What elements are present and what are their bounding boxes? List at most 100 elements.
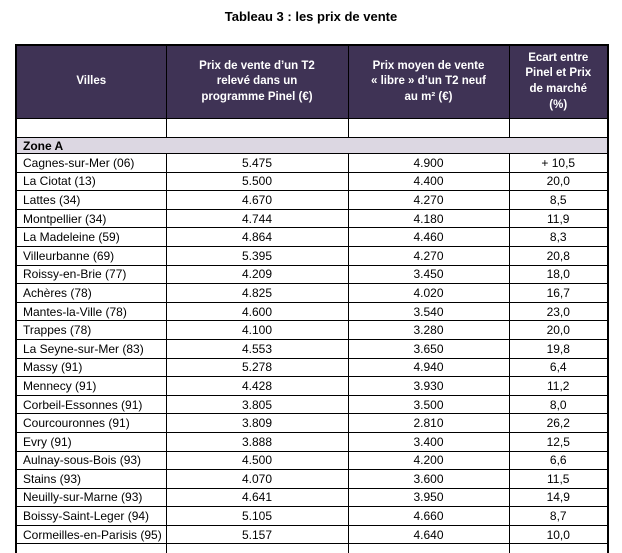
city-cell: Cormeilles-en-Parisis (95) xyxy=(15,524,167,545)
city-cell: Massy (91) xyxy=(15,357,167,378)
pinel-price-cell: 4.428 xyxy=(165,376,349,396)
header-row: Villes Prix de vente d’un T2 relevé dans… xyxy=(15,44,609,119)
gap-cell: + 10,5 xyxy=(508,153,609,173)
gap-cell: 8,7 xyxy=(508,506,609,526)
pinel-price-cell: 4.600 xyxy=(165,301,349,322)
market-price-cell: 4.270 xyxy=(347,245,510,266)
table-row: Cormeilles-en-Parisis (95) 5.157 4.640 10,0 xyxy=(15,524,609,545)
table-row: Boissy-Saint-Leger (94) 5.105 4.660 8,7 xyxy=(15,506,609,526)
city-cell: Mennecy (91) xyxy=(15,376,167,396)
col-header-gap: Ecart entre Pinel et Prix de marché (%) xyxy=(508,44,609,119)
market-price-cell: 2.810 xyxy=(347,413,510,433)
gap-cell: 10,0 xyxy=(508,524,609,545)
city-cell: Villeurbanne (69) xyxy=(15,245,167,266)
gap-cell: 6,4 xyxy=(508,357,609,378)
pinel-price-cell: 4.209 xyxy=(165,264,349,285)
market-price-cell: 4.900 xyxy=(347,153,510,173)
market-price-cell: 4.200 xyxy=(347,450,510,471)
city-cell: Neuilly-sur-Marne (93) xyxy=(15,487,167,508)
market-price-cell: 3.950 xyxy=(347,487,510,508)
city-cell: Achères (78) xyxy=(15,283,167,303)
market-price-cell: 3.540 xyxy=(347,301,510,322)
table-row: Corbeil-Essonnes (91) 3.805 3.500 8,0 xyxy=(15,394,609,415)
gap-cell: 12,5 xyxy=(508,431,609,452)
pinel-price-cell: 5.500 xyxy=(165,171,349,192)
table-row: Mennecy (91) 4.428 3.930 11,2 xyxy=(15,376,609,396)
spacer-row xyxy=(15,118,609,138)
market-price-cell: 3.280 xyxy=(347,320,510,340)
spacer-cell xyxy=(165,118,349,138)
partial-cell xyxy=(508,543,609,553)
table-row: Mantes-la-Ville (78) 4.600 3.540 23,0 xyxy=(15,301,609,322)
section-label: Zone A xyxy=(15,137,609,154)
table-row: Achères (78) 4.825 4.020 16,7 xyxy=(15,283,609,303)
city-cell: Corbeil-Essonnes (91) xyxy=(15,394,167,415)
pinel-price-cell: 4.864 xyxy=(165,227,349,247)
price-table: Villes Prix de vente d’un T2 relevé dans… xyxy=(15,44,609,553)
city-cell: Roissy-en-Brie (77) xyxy=(15,264,167,285)
pinel-price-cell: 3.805 xyxy=(165,394,349,415)
market-price-cell: 3.500 xyxy=(347,394,510,415)
pinel-price-cell: 4.641 xyxy=(165,487,349,508)
pinel-price-cell: 5.475 xyxy=(165,153,349,173)
pinel-price-cell: 5.278 xyxy=(165,357,349,378)
partial-cell xyxy=(347,543,510,553)
market-price-cell: 3.650 xyxy=(347,338,510,359)
gap-cell: 16,7 xyxy=(508,283,609,303)
pinel-price-cell: 3.809 xyxy=(165,413,349,433)
city-cell: Cagnes-sur-Mer (06) xyxy=(15,153,167,173)
table-row: Montpellier (34) 4.744 4.180 11,9 xyxy=(15,208,609,229)
market-price-cell: 4.400 xyxy=(347,171,510,192)
city-cell: Aulnay-sous-Bois (93) xyxy=(15,450,167,471)
city-cell: Boissy-Saint-Leger (94) xyxy=(15,506,167,526)
city-cell: Courcouronnes (91) xyxy=(15,413,167,433)
pinel-price-cell: 4.670 xyxy=(165,190,349,210)
pinel-price-cell: 5.157 xyxy=(165,524,349,545)
table-row: La Seyne-sur-Mer (83) 4.553 3.650 19,8 xyxy=(15,338,609,359)
pinel-price-cell: 4.070 xyxy=(165,469,349,489)
market-price-cell: 3.400 xyxy=(347,431,510,452)
market-price-cell: 4.660 xyxy=(347,506,510,526)
gap-cell: 20,0 xyxy=(508,320,609,340)
pinel-price-cell: 5.105 xyxy=(165,506,349,526)
gap-cell: 26,2 xyxy=(508,413,609,433)
gap-cell: 8,5 xyxy=(508,190,609,210)
city-cell: Evry (91) xyxy=(15,431,167,452)
city-cell: Montpellier (34) xyxy=(15,208,167,229)
table-row: Courcouronnes (91) 3.809 2.810 26,2 xyxy=(15,413,609,433)
market-price-cell: 4.020 xyxy=(347,283,510,303)
gap-cell: 23,0 xyxy=(508,301,609,322)
gap-cell: 11,2 xyxy=(508,376,609,396)
pinel-price-cell: 5.395 xyxy=(165,245,349,266)
city-cell: Lattes (34) xyxy=(15,190,167,210)
table-title: Tableau 3 : les prix de vente xyxy=(224,9,398,24)
col-header-pinel-price: Prix de vente d’un T2 relevé dans un pro… xyxy=(165,44,349,119)
gap-cell: 18,0 xyxy=(508,264,609,285)
table-row: Neuilly-sur-Marne (93) 4.641 3.950 14,9 xyxy=(15,487,609,508)
table-row: Stains (93) 4.070 3.600 11,5 xyxy=(15,469,609,489)
city-cell: Trappes (78) xyxy=(15,320,167,340)
city-cell: La Seyne-sur-Mer (83) xyxy=(15,338,167,359)
pinel-price-cell: 4.100 xyxy=(165,320,349,340)
table-row: Roissy-en-Brie (77) 4.209 3.450 18,0 xyxy=(15,264,609,285)
table-row: Evry (91) 3.888 3.400 12,5 xyxy=(15,431,609,452)
pinel-price-cell: 4.500 xyxy=(165,450,349,471)
market-price-cell: 4.640 xyxy=(347,524,510,545)
pinel-price-cell: 3.888 xyxy=(165,431,349,452)
gap-cell: 11,9 xyxy=(508,208,609,229)
spacer-cell xyxy=(15,118,167,138)
market-price-cell: 3.450 xyxy=(347,264,510,285)
market-price-cell: 3.930 xyxy=(347,376,510,396)
market-price-cell: 3.600 xyxy=(347,469,510,489)
market-price-cell: 4.180 xyxy=(347,208,510,229)
gap-cell: 20,0 xyxy=(508,171,609,192)
city-cell: Stains (93) xyxy=(15,469,167,489)
market-price-cell: 4.940 xyxy=(347,357,510,378)
gap-cell: 20,8 xyxy=(508,245,609,266)
table-row: Lattes (34) 4.670 4.270 8,5 xyxy=(15,190,609,210)
city-cell: Mantes-la-Ville (78) xyxy=(15,301,167,322)
market-price-cell: 4.460 xyxy=(347,227,510,247)
partial-cell xyxy=(15,543,167,553)
table-row: Cagnes-sur-Mer (06) 5.475 4.900 + 10,5 xyxy=(15,153,609,173)
